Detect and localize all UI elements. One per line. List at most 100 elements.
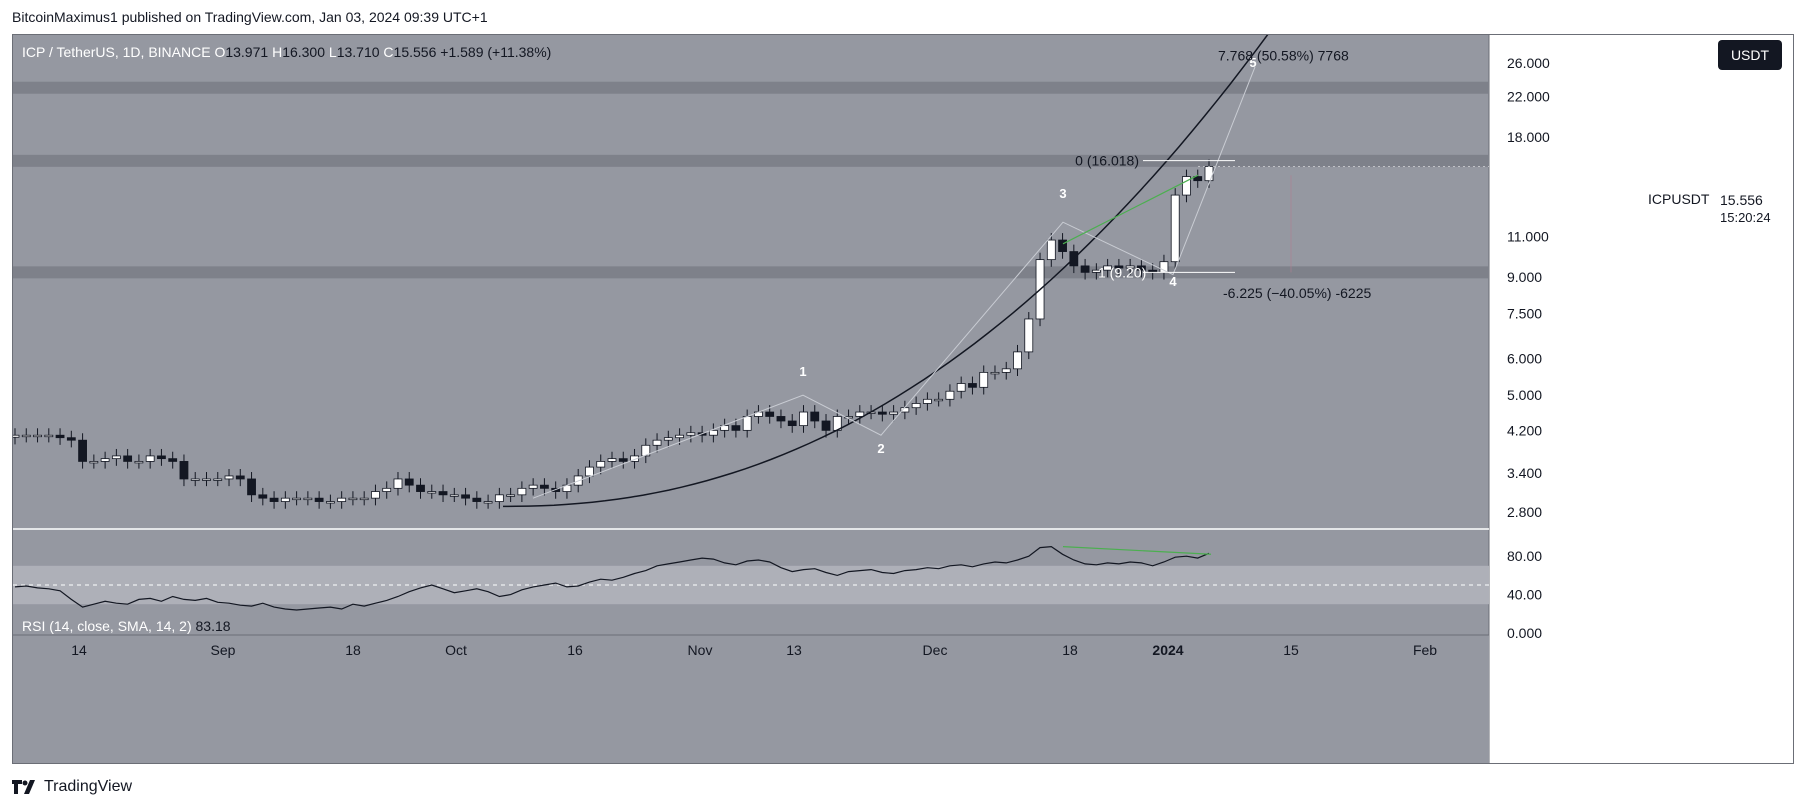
candle-body [618,458,628,462]
chart-svg[interactable]: 26.000 22.000 18.000 11.000 9.000 7.500 6.000 5… [13,35,1794,764]
candle-body [179,461,189,480]
resistance-band-2 [13,266,1489,279]
candle-body [382,487,392,492]
candle-body [844,416,853,419]
time-tick-label: Nov [688,642,713,658]
high-label: H [272,44,283,60]
time-tick-label: 2024 [1152,642,1183,658]
tradingview-logo-icon [12,780,35,794]
candle-body [652,439,662,446]
candle-body [1103,265,1113,271]
price-tick-label: 6.000 [1507,350,1542,366]
candle-body [404,478,414,486]
low-label: L [328,44,337,60]
last-price-box: 15.556 15:20:24 [1714,189,1788,229]
brand-label: TradingView [44,778,133,795]
symbol-price-tag: ICPUSDT [1642,189,1716,209]
time-axis-panel [13,635,1489,763]
wave-label-4: 4 [1169,274,1177,289]
candle-body [810,411,820,422]
rsi-value: 83.18 [195,618,231,634]
candle-body [337,497,347,502]
low-value: 13.710 [336,44,380,60]
candle-body [1058,239,1067,252]
candle-body [506,494,516,497]
bar-countdown: 15:20:24 [1720,210,1771,225]
candle-body [990,371,1000,375]
price-tick-label: 4.200 [1507,422,1542,438]
time-tick-label: Oct [445,642,467,658]
symbol-label[interactable]: ICP / TetherUS, 1D, BINANCE [22,44,211,60]
candle-body [1170,194,1180,263]
candle-body [708,429,718,436]
price-divergence-line [1062,174,1199,245]
candle-body [157,455,166,460]
wave-label-1: 1 [799,364,806,379]
high-value: 16.300 [282,44,326,60]
candle-body [123,455,133,462]
candle-body [585,466,594,477]
chart-area[interactable]: 26.000 22.000 18.000 11.000 9.000 7.500 6.000 5… [12,34,1794,764]
candle-body [202,478,211,481]
resistance-band-1 [13,154,1489,167]
candle-body [21,434,31,438]
candle-body [607,458,617,462]
candle-body [630,455,639,462]
rsi-label[interactable]: RSI (14, close, SMA, 14, 2) [22,618,192,634]
candle-body [889,411,899,415]
candle-body [449,494,459,497]
candle-body [787,420,797,427]
rsi-tick-label: 0.000 [1507,625,1542,641]
rsi-tick-label: 80.00 [1507,548,1542,564]
time-tick-label: 15 [1283,642,1299,658]
rsi-pane-title: RSI (14, close, SMA, 14, 2) 83.18 [22,618,231,634]
candle-body [168,458,178,462]
time-tick-label: Dec [923,642,948,658]
candle-body [1182,176,1191,196]
candle-body [269,497,279,502]
candle-body [1125,265,1135,269]
candle-body [540,484,549,489]
currency-button[interactable]: USDT [1718,40,1782,70]
price-tick-label: 7.500 [1507,306,1542,322]
elliott-wave-path [532,66,1256,499]
candle-body [89,461,99,464]
candle-body [483,501,493,504]
candle-body [663,437,673,441]
time-tick-label: 18 [1062,642,1078,658]
candle-body [641,444,651,457]
candle-body [945,390,955,400]
candle-body [731,425,741,431]
candle-body [393,478,403,489]
publisher-line: BitcoinMaximus1 published on TradingView… [12,9,488,25]
price-tick-label: 11.000 [1507,228,1549,244]
resistance-band-0 [13,81,1489,94]
candle-body [1024,318,1034,353]
candle-body [1046,239,1056,261]
target-label: 7.768 (50.58%) 7768 [1218,47,1349,63]
time-tick-label: Sep [211,642,236,658]
candle-body [686,432,696,436]
candle-body [1137,265,1146,271]
fib-zero-label: 0 (16.018) [1075,153,1139,169]
candle-body [134,461,144,464]
last-price: 15.556 [1720,192,1763,208]
candle-body [235,475,245,480]
parabolic-support-curve [502,35,1269,508]
candle-body [66,437,76,441]
candle-body [968,383,977,388]
candle-body [1114,265,1124,269]
candle-body [911,403,921,409]
drawdown-label: -6.225 (−40.05%) -6225 [1223,285,1371,301]
candle-body [416,484,425,492]
candle-body [213,478,223,481]
candle-body [224,475,234,480]
candle-body [314,497,324,502]
candle-body [1080,265,1090,273]
price-tick-label: 18.000 [1507,129,1550,145]
candle-body [258,494,268,499]
candle-body [877,411,887,415]
tradingview-brand[interactable]: TradingView [12,778,132,796]
candle-body [675,434,684,439]
close-label: C [383,44,394,60]
